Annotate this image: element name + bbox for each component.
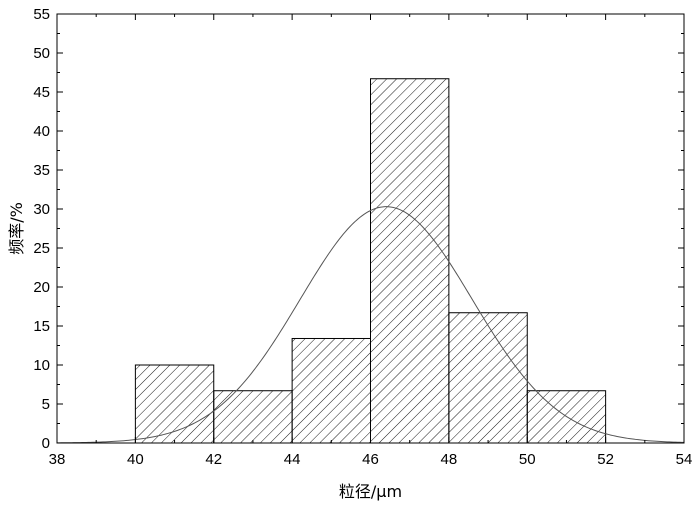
- y-tick-label: 5: [42, 396, 50, 413]
- y-axis-title: 频率/%: [7, 202, 26, 255]
- y-tick-label: 35: [33, 162, 50, 179]
- histogram-bar-44-46: [292, 338, 370, 443]
- x-tick-label: 50: [519, 451, 536, 468]
- x-tick-label: 52: [597, 451, 614, 468]
- x-tick-label: 42: [205, 451, 222, 468]
- y-tick-label: 20: [33, 279, 50, 296]
- y-tick-label: 25: [33, 240, 50, 257]
- x-tick-label: 44: [284, 451, 301, 468]
- y-tick-label: 45: [33, 84, 50, 101]
- y-tick-label: 50: [33, 45, 50, 62]
- x-tick-label: 48: [441, 451, 458, 468]
- y-tick-label: 0: [42, 435, 50, 452]
- x-tick-label: 46: [362, 451, 379, 468]
- y-tick-label: 10: [33, 357, 50, 374]
- y-tick-label: 15: [33, 318, 50, 335]
- x-tick-label: 38: [49, 451, 66, 468]
- y-tick-label: 30: [33, 201, 50, 218]
- histogram-bar-42-44: [214, 391, 292, 443]
- x-tick-label: 54: [676, 451, 693, 468]
- y-tick-label: 55: [33, 6, 50, 23]
- histogram-bars: [135, 79, 605, 443]
- x-tick-label: 40: [127, 451, 144, 468]
- histogram-bar-46-48: [371, 79, 449, 443]
- histogram-bar-48-50: [449, 313, 527, 443]
- y-tick-label: 40: [33, 123, 50, 140]
- x-axis-title: 粒径/μm: [339, 482, 402, 501]
